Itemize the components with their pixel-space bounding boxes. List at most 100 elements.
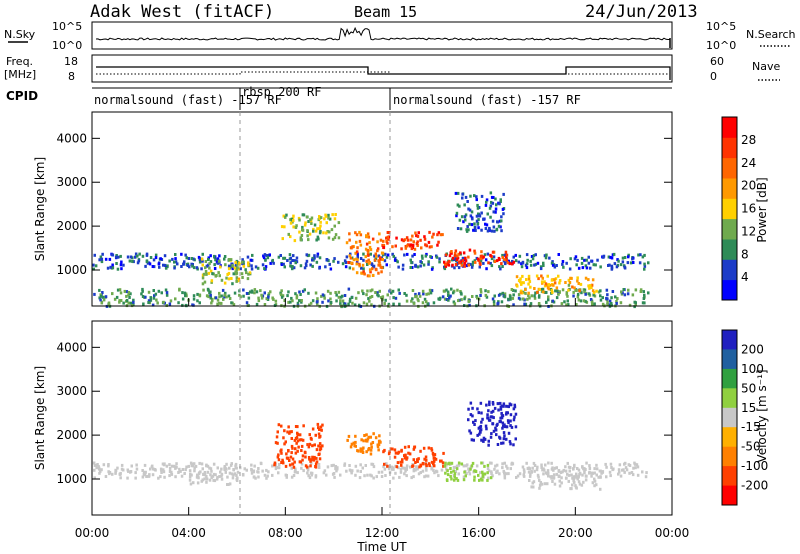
heatmap-cell	[192, 266, 196, 270]
heatmap-cell	[318, 215, 321, 218]
heatmap-cell	[580, 256, 584, 260]
heatmap-cell	[469, 431, 473, 435]
heatmap-cell	[634, 303, 637, 307]
heatmap-cell	[134, 471, 137, 475]
heatmap-cell	[444, 264, 448, 268]
heatmap-cell	[427, 260, 430, 264]
heatmap-cell	[634, 466, 637, 470]
heatmap-cell	[210, 301, 213, 305]
heatmap-cell	[321, 423, 324, 427]
y-tick-label: 1000	[56, 263, 87, 277]
heatmap-cell	[209, 296, 212, 300]
heatmap-cell	[438, 257, 441, 261]
heatmap-cell	[254, 476, 257, 480]
heatmap-cell	[247, 296, 251, 300]
heatmap-cell	[248, 290, 252, 294]
heatmap-cell	[543, 482, 547, 486]
heatmap-cell	[92, 461, 96, 465]
heatmap-cell	[380, 266, 384, 270]
heatmap-cell	[591, 278, 595, 282]
heatmap-cell	[607, 264, 610, 267]
heatmap-cell	[391, 245, 394, 249]
heatmap-cell	[379, 265, 383, 269]
heatmap-cell	[217, 271, 220, 275]
heatmap-cell	[468, 472, 472, 476]
heatmap-cell	[328, 217, 332, 221]
heatmap-cell	[494, 207, 498, 211]
heatmap-cell	[617, 468, 621, 472]
heatmap-cell	[483, 464, 486, 468]
heatmap-cell	[168, 474, 171, 478]
heatmap-cell	[417, 472, 421, 476]
heatmap-cell	[192, 297, 196, 301]
heatmap-cell	[331, 213, 334, 217]
heatmap-cell	[250, 289, 254, 293]
heatmap-cell	[427, 446, 431, 450]
heatmap-cell	[114, 468, 117, 472]
heatmap-cell	[481, 472, 485, 476]
heatmap-cell	[319, 434, 322, 438]
heatmap-cell	[181, 303, 184, 307]
heatmap-cell	[319, 220, 322, 224]
heatmap-cell	[595, 463, 598, 467]
heatmap-cell	[298, 460, 302, 464]
heatmap-cell	[339, 302, 342, 306]
heatmap-cell	[587, 292, 591, 296]
heatmap-cell	[298, 218, 301, 222]
heatmap-cell	[386, 235, 389, 239]
heatmap-cell	[129, 255, 133, 259]
heatmap-cell	[102, 463, 106, 467]
heatmap-cell	[117, 255, 120, 259]
heatmap-cell	[337, 236, 341, 240]
heatmap-cell	[292, 266, 296, 270]
heatmap-cell	[576, 276, 579, 280]
heatmap-cell	[250, 468, 253, 472]
heatmap-cell	[224, 263, 227, 267]
heatmap-cell	[301, 225, 304, 229]
heatmap-cell	[362, 292, 365, 296]
heatmap-cell	[487, 409, 490, 413]
heatmap-cell	[159, 475, 162, 479]
heatmap-cell	[358, 262, 361, 266]
heatmap-cell	[119, 263, 123, 267]
heatmap-cell	[230, 462, 233, 466]
heatmap-cell	[92, 267, 95, 271]
heatmap-cell	[481, 474, 485, 478]
heatmap-cell	[394, 451, 398, 455]
heatmap-cell	[156, 301, 159, 305]
heatmap-cell	[530, 294, 533, 298]
heatmap-cell	[382, 465, 385, 469]
heatmap-cell	[438, 260, 441, 264]
heatmap-cell	[448, 461, 451, 465]
y-tick-label: 2000	[56, 428, 87, 442]
heatmap-cell	[414, 292, 417, 296]
power-colorbar-label: Power [dB]	[755, 177, 769, 242]
heatmap-cell	[368, 268, 372, 272]
heatmap-cell	[300, 299, 303, 302]
heatmap-cell	[154, 253, 158, 257]
heatmap-cell	[492, 300, 496, 304]
heatmap-cell	[490, 470, 493, 474]
heatmap-cell	[485, 295, 489, 299]
heatmap-cell	[476, 433, 479, 437]
heatmap-cell	[301, 454, 305, 458]
heatmap-cell	[577, 468, 581, 472]
heatmap-cell	[502, 441, 505, 445]
heatmap-cell	[510, 425, 514, 429]
heatmap-cell	[319, 425, 323, 429]
heatmap-cell	[377, 440, 381, 443]
heatmap-cell	[405, 464, 409, 468]
heatmap-cell	[419, 449, 422, 453]
heatmap-cell	[377, 263, 380, 267]
heatmap-cell	[220, 472, 224, 476]
heatmap-cell	[416, 234, 420, 238]
heatmap-cell	[310, 437, 313, 441]
heatmap-cell	[501, 207, 505, 211]
heatmap-cell	[277, 471, 280, 475]
heatmap-cell	[566, 294, 569, 298]
heatmap-cell	[188, 469, 192, 473]
heatmap-cell	[485, 200, 488, 204]
heatmap-cell	[313, 254, 316, 258]
heatmap-cell	[508, 402, 512, 406]
